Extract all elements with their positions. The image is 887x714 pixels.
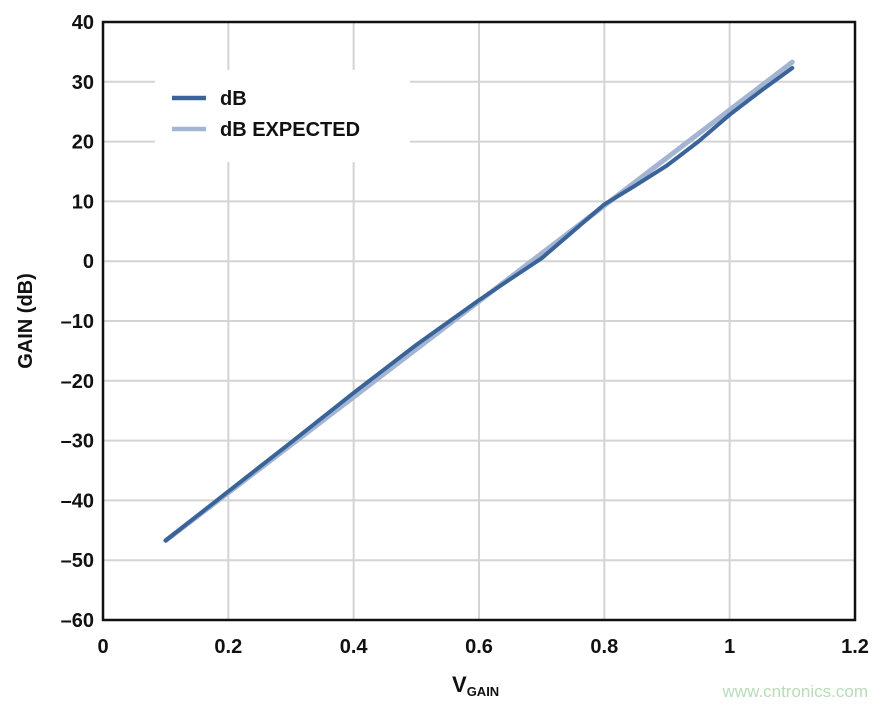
- y-tick-label: 40: [72, 12, 94, 34]
- x-axis-label-subscript: GAIN: [467, 684, 500, 699]
- tick-labels: 0 0.2 0.4 0.6 0.8 1 1.2 –60 –50 –40 –30 –20 –10 0 10 20…: [61, 12, 869, 658]
- y-tick-label: –10: [61, 311, 94, 333]
- y-tick-label: –40: [61, 490, 94, 512]
- y-tick-label: –30: [61, 431, 94, 453]
- y-tick-label: –20: [61, 371, 94, 393]
- y-tick-label: –50: [61, 550, 94, 572]
- plot-frame: [101, 20, 857, 622]
- y-tick-label: 0: [83, 251, 94, 273]
- y-tick-label: 20: [72, 132, 94, 154]
- x-axis-label: VGAIN: [452, 672, 499, 699]
- x-tick-label: 0.4: [340, 636, 369, 658]
- watermark: www.cntronics.com: [722, 682, 868, 701]
- x-tick-label: 0.8: [590, 636, 618, 658]
- y-tick-label: 30: [72, 72, 94, 94]
- legend-label-db: dB: [220, 88, 247, 110]
- x-tick-label: 1.2: [841, 636, 869, 658]
- legend: dB dB EXPECTED: [172, 88, 360, 141]
- y-axis-label: GAIN (dB): [15, 273, 37, 369]
- series-line-db: [163, 66, 795, 543]
- y-tick-label: –60: [61, 610, 94, 632]
- x-tick-label: 0: [97, 636, 108, 658]
- legend-label-db-expected: dB EXPECTED: [220, 119, 360, 141]
- series-group: [163, 59, 795, 543]
- x-tick-label: 0.6: [465, 636, 493, 658]
- x-tick-label: 1: [724, 636, 735, 658]
- x-axis-label-main: V: [452, 672, 467, 697]
- y-tick-label: 10: [72, 191, 94, 213]
- legend-background: [155, 70, 410, 162]
- x-tick-label: 0.2: [214, 636, 242, 658]
